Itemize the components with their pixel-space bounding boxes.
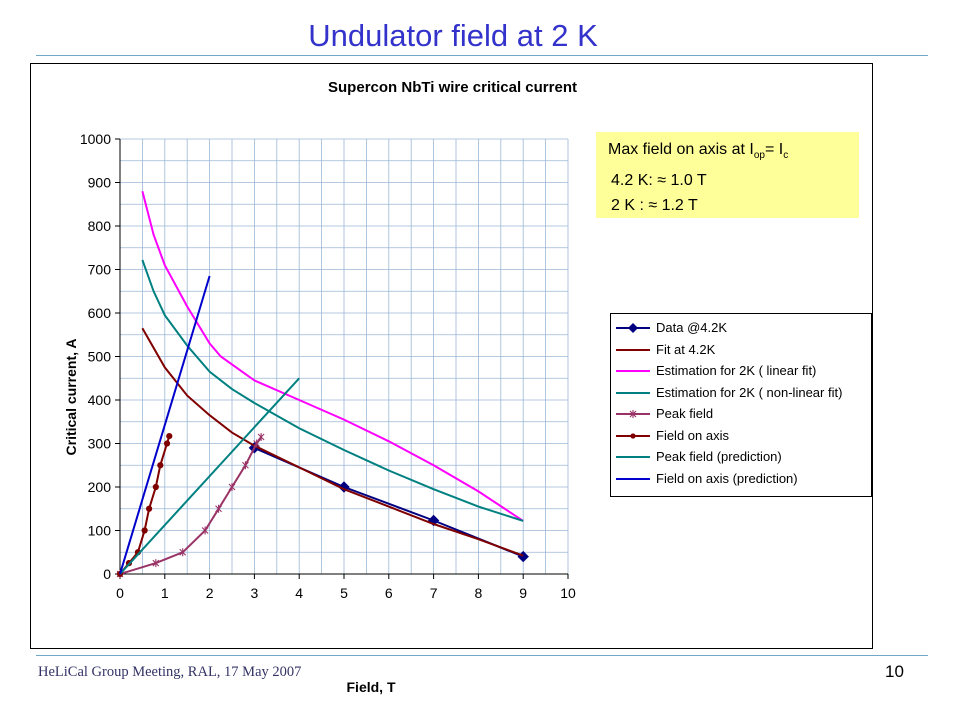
legend-label: Estimation for 2K ( linear fit) <box>656 363 817 378</box>
x-tick-label: 8 <box>475 585 483 601</box>
title-divider <box>36 55 928 56</box>
x-tick-label: 4 <box>295 585 303 601</box>
footer-divider <box>36 655 928 656</box>
data-point-5 <box>201 526 209 535</box>
y-tick-label: 800 <box>88 218 112 234</box>
y-tick-label: 100 <box>88 523 112 539</box>
legend-label: Field on axis (prediction) <box>656 470 798 486</box>
footer-text: HeLiCal Group Meeting, RAL, 17 May 2007 <box>38 664 302 680</box>
y-tick-label: 0 <box>103 566 111 582</box>
legend-entry: Estimation for 2K ( non-linear fit) <box>615 383 873 403</box>
x-tick-label: 10 <box>560 585 576 601</box>
x-tick-label: 5 <box>340 585 348 601</box>
chart-plot: 0 1 2 3 4 5 6 7 8 9 100100200300400500600700800900… <box>80 131 576 601</box>
legend-label: Data @4.2K <box>656 320 728 335</box>
y-tick-label: 700 <box>88 262 112 278</box>
data-point-1 <box>517 550 529 563</box>
x-tick-label: 1 <box>161 585 169 601</box>
max-field-infobox: Max field on axis at Iop= Ic 4.2 K: ≈ 1.… <box>596 132 859 218</box>
x-tick-label: 3 <box>251 585 259 601</box>
data-point-6 <box>163 440 171 447</box>
series-line-3 <box>141 190 524 522</box>
series-line-6 <box>119 435 171 575</box>
y-tick-label: 1000 <box>80 131 111 147</box>
legend-entry: Estimation for 2K ( linear fit) <box>615 361 873 381</box>
x-tick-label: 9 <box>519 585 527 601</box>
x-axis-label: Field, T <box>346 679 396 695</box>
data-point-5 <box>253 439 261 448</box>
y-tick-label: 200 <box>88 479 112 495</box>
infobox-line-2: 4.2 K: ≈ 1.0 T <box>611 172 707 190</box>
legend-swatch <box>616 391 650 394</box>
data-point-5 <box>228 483 236 491</box>
legend-swatch <box>616 370 650 372</box>
data-point-6 <box>141 527 148 534</box>
legend-entry: Peak field <box>615 404 873 424</box>
data-point-5 <box>242 461 249 470</box>
series-line-8 <box>119 275 211 575</box>
data-point-5 <box>257 432 265 441</box>
legend-swatch <box>616 477 650 480</box>
legend-label: Peak field <box>656 406 714 421</box>
legend-swatch <box>616 456 650 458</box>
legend-swatch <box>616 323 650 333</box>
chart-legend: Data @4.2K Fit at 4.2K Estimation for 2K (… <box>610 313 872 497</box>
x-tick-label: 2 <box>206 585 214 601</box>
legend-label: Peak field (prediction) <box>656 449 782 464</box>
data-point-5 <box>179 548 187 557</box>
y-tick-label: 900 <box>88 175 112 191</box>
legend-swatch <box>616 348 650 351</box>
series-line-2 <box>141 327 524 557</box>
data-point-6 <box>152 483 159 491</box>
y-tick-label: 500 <box>88 349 112 365</box>
legend-swatch <box>616 410 650 418</box>
series-line-7 <box>119 377 300 575</box>
slide-title: Undulator field at 2 K <box>308 18 598 53</box>
x-tick-label: 7 <box>430 585 438 601</box>
y-axis-label: Critical current, A <box>63 338 79 456</box>
legend-label: Fit at 4.2K <box>656 341 716 357</box>
data-point-6 <box>157 462 164 469</box>
data-point-5 <box>215 504 222 513</box>
data-point-6 <box>166 433 173 440</box>
infobox-line-3: 2 K : ≈ 1.2 T <box>611 197 698 215</box>
x-tick-label: 6 <box>385 585 393 601</box>
legend-entry: Field on axis (prediction) <box>615 469 873 489</box>
legend-label: Field on axis <box>656 427 729 443</box>
chart-title: Supercon NbTi wire critical current <box>328 79 577 96</box>
data-point-5 <box>152 559 160 568</box>
legend-entry: Fit at 4.2K <box>615 340 873 360</box>
y-tick-label: 300 <box>88 436 112 452</box>
series-line-4 <box>141 259 524 522</box>
legend-entry: Data @4.2K <box>615 318 873 338</box>
legend-label: Estimation for 2K ( non-linear fit) <box>656 384 843 400</box>
data-point-6 <box>146 505 153 512</box>
legend-entry: Field on axis <box>615 426 873 446</box>
y-tick-label: 600 <box>88 305 112 321</box>
legend-swatch <box>616 432 650 439</box>
x-tick-label: 0 <box>116 585 124 601</box>
page-number: 10 <box>885 662 904 681</box>
y-tick-label: 400 <box>88 392 112 408</box>
legend-entry: Peak field (prediction) <box>615 447 873 467</box>
infobox-line-1: Max field on axis at Iop= Ic <box>608 141 789 162</box>
